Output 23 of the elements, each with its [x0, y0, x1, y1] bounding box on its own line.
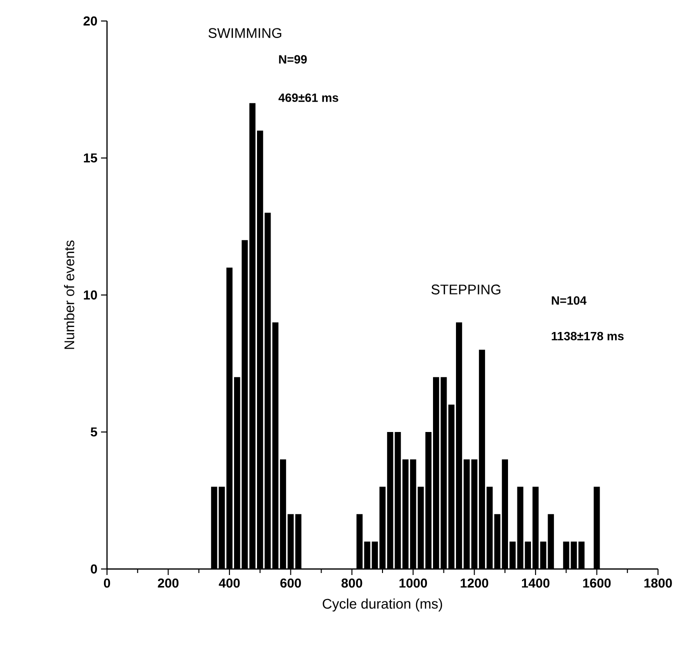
- x-axis-title: Cycle duration (ms): [322, 598, 442, 612]
- annotation: STEPPING: [431, 284, 500, 294]
- x-tick-label: 400: [218, 578, 240, 588]
- x-tick-label: 600: [280, 578, 301, 588]
- x-tick-label: 0: [104, 578, 110, 588]
- annotation: N=99: [279, 55, 307, 64]
- annotation: 1138±178 ms: [552, 332, 624, 340]
- x-tick-label: 1200: [460, 578, 488, 588]
- x-tick-label: 800: [342, 578, 362, 588]
- x-tick-label: 1600: [583, 578, 611, 588]
- x-tick-label: 1000: [400, 578, 427, 588]
- y-tick-label: 5: [90, 427, 98, 436]
- annotation: 469±61 ms: [278, 93, 338, 102]
- x-tick-label: 200: [158, 578, 178, 588]
- y-tick-label: 10: [84, 290, 97, 300]
- annotation: N=104: [552, 296, 587, 305]
- y-axis-title: Number of events: [64, 240, 74, 349]
- annotation: SWIMMING: [208, 28, 282, 38]
- y-tick-label: 15: [84, 153, 98, 162]
- x-tick-label: 1800: [644, 578, 672, 588]
- y-tick-label: 20: [84, 16, 97, 26]
- y-tick-label: 0: [90, 564, 97, 574]
- x-tick-label: 1400: [522, 578, 550, 588]
